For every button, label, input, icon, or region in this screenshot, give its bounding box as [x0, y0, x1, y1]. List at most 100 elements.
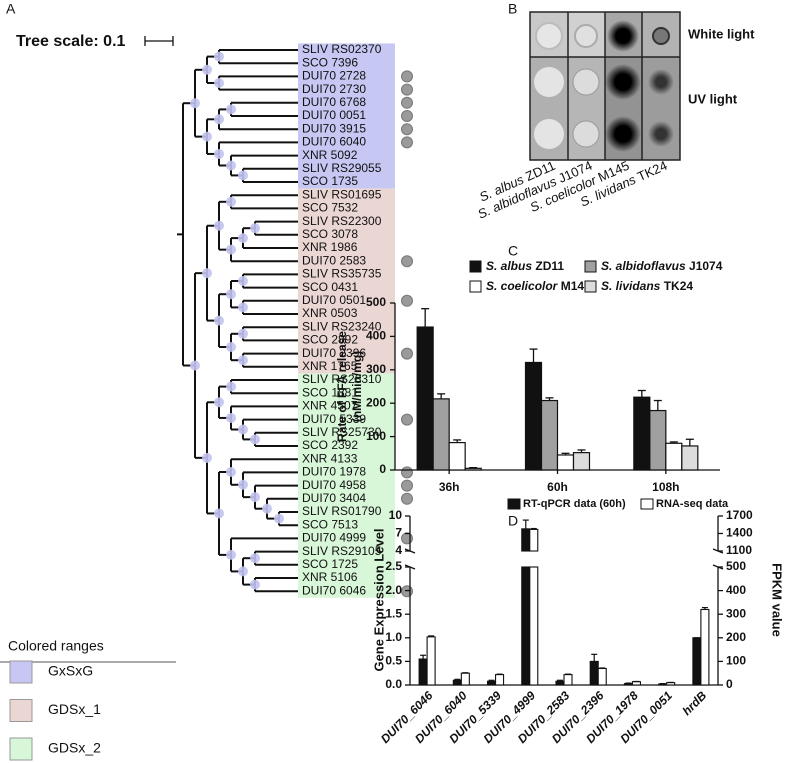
tree-scale: Tree scale: 0.1	[16, 33, 126, 50]
y-tick-label: 1100	[726, 543, 752, 557]
bootstrap-node	[226, 196, 236, 207]
leaf-label: SCO 1735	[302, 174, 358, 188]
leaf-label: DUI70 6768	[302, 95, 366, 109]
leaf-marker	[401, 123, 413, 136]
leaf-label: XNR 5092	[302, 148, 358, 162]
leaf-label: DUI70 2730	[302, 82, 366, 96]
leaf-label: DUI70 0501	[302, 293, 366, 307]
panel-label: B	[508, 1, 517, 17]
leaf-marker	[401, 255, 413, 268]
leaf-label: XNR 5106	[302, 570, 358, 584]
leaf-marker	[401, 466, 413, 479]
bar	[529, 528, 539, 552]
panel-label: C	[508, 243, 518, 259]
leaf-marker	[401, 347, 413, 360]
leaf-label: SCO 7396	[302, 55, 358, 69]
leaf-label: DUI70 2396	[302, 346, 366, 360]
species: S. lividans	[601, 279, 661, 293]
bar	[692, 637, 702, 686]
leaf-marker	[401, 96, 413, 109]
bootstrap-node	[238, 302, 248, 313]
leaf-marker	[401, 532, 413, 545]
leaf-label: SCO 0431	[302, 280, 358, 294]
bar	[700, 608, 710, 686]
y-tick-label: 1.0	[385, 630, 402, 644]
legend-label: GxSxG	[48, 663, 93, 679]
y-tick-label: 4	[395, 543, 402, 557]
legend-swatch	[469, 280, 482, 293]
y-tick-label: 1.5	[385, 606, 402, 620]
bar	[540, 399, 559, 471]
y-tick-label: 200	[366, 395, 386, 409]
y-tick-label: 300	[366, 362, 386, 376]
bootstrap-node	[250, 579, 260, 590]
legend-swatch	[640, 498, 654, 510]
bootstrap-node	[226, 466, 236, 477]
y-tick-label: 7	[395, 526, 402, 540]
bootstrap-node	[190, 98, 200, 109]
bootstrap-node	[214, 220, 224, 231]
leaf-label: SCO 7532	[302, 201, 358, 215]
bootstrap-node	[226, 412, 236, 423]
legend-swatch	[584, 260, 597, 273]
leaf-label: DUI70 6046	[302, 583, 366, 597]
y-tick-label: 0.5	[385, 654, 402, 668]
leaf-label: DUI70 2728	[302, 69, 366, 83]
strain-label: S. albidoflavus J1074	[601, 259, 723, 273]
legend-label: RT-qPCR data (60h)	[523, 498, 626, 510]
bar	[460, 672, 470, 686]
bootstrap-node	[250, 223, 260, 234]
bootstrap-node	[214, 51, 224, 62]
leaf-label: DUI70 3915	[302, 121, 366, 135]
bootstrap-node	[214, 148, 224, 159]
bootstrap-node	[238, 170, 248, 181]
bootstrap-node	[238, 424, 248, 435]
leaf-label: SLIV RS35735	[302, 267, 382, 281]
leaf-label: SLIV RS29105	[302, 544, 382, 558]
y-tick-label: 400	[366, 329, 386, 343]
bar	[597, 667, 607, 686]
bootstrap-node	[202, 131, 212, 142]
legend-swatch	[469, 260, 482, 273]
y-tick-label: 300	[726, 606, 746, 620]
leaf-label: SCO 1725	[302, 557, 358, 571]
leaf-label: SLIV RS01695	[302, 187, 382, 201]
bar	[563, 674, 573, 686]
bar	[555, 680, 565, 686]
leaf-label: SLIV RS02370	[302, 42, 382, 56]
y-tick-label: 1700	[726, 508, 753, 522]
bootstrap-node	[202, 64, 212, 75]
y-tick-label: 10	[389, 508, 403, 522]
bootstrap-node	[226, 160, 236, 171]
bootstrap-node	[274, 513, 284, 524]
bar	[633, 396, 651, 471]
panel-label: A	[6, 1, 16, 17]
leaf-label: SCO 1881	[302, 385, 358, 399]
x-tick-label: 108h	[652, 480, 679, 494]
bootstrap-node	[250, 553, 260, 564]
y-tick-label: 1400	[726, 526, 753, 540]
bar	[623, 683, 633, 686]
bootstrap-node	[214, 114, 224, 125]
legend-swatch	[507, 498, 521, 510]
bar	[432, 398, 450, 471]
y-tick-label: 0	[726, 677, 733, 691]
leaf-label: SLIV RS22300	[302, 214, 382, 228]
colored-range	[298, 43, 395, 189]
leaf-label: SLIV RS01790	[302, 504, 382, 518]
leaf-marker	[401, 294, 413, 307]
leaf-label: XNR 1986	[302, 240, 358, 254]
leaf-marker	[401, 70, 413, 83]
leaf-marker	[401, 136, 413, 149]
bootstrap-node	[226, 244, 236, 255]
bar	[658, 683, 668, 686]
y-tick-label: 100	[366, 429, 386, 443]
y2-axis-label: FPKM value	[770, 563, 785, 637]
bootstrap-node	[202, 268, 212, 279]
strain: M145	[561, 279, 591, 293]
bootstrap-node	[238, 355, 248, 366]
scale-bar	[144, 36, 174, 46]
leaf-label: DUI70 4958	[302, 478, 366, 492]
leaf-label: DUI70 1978	[302, 465, 366, 479]
row-label: UV light	[688, 91, 738, 106]
